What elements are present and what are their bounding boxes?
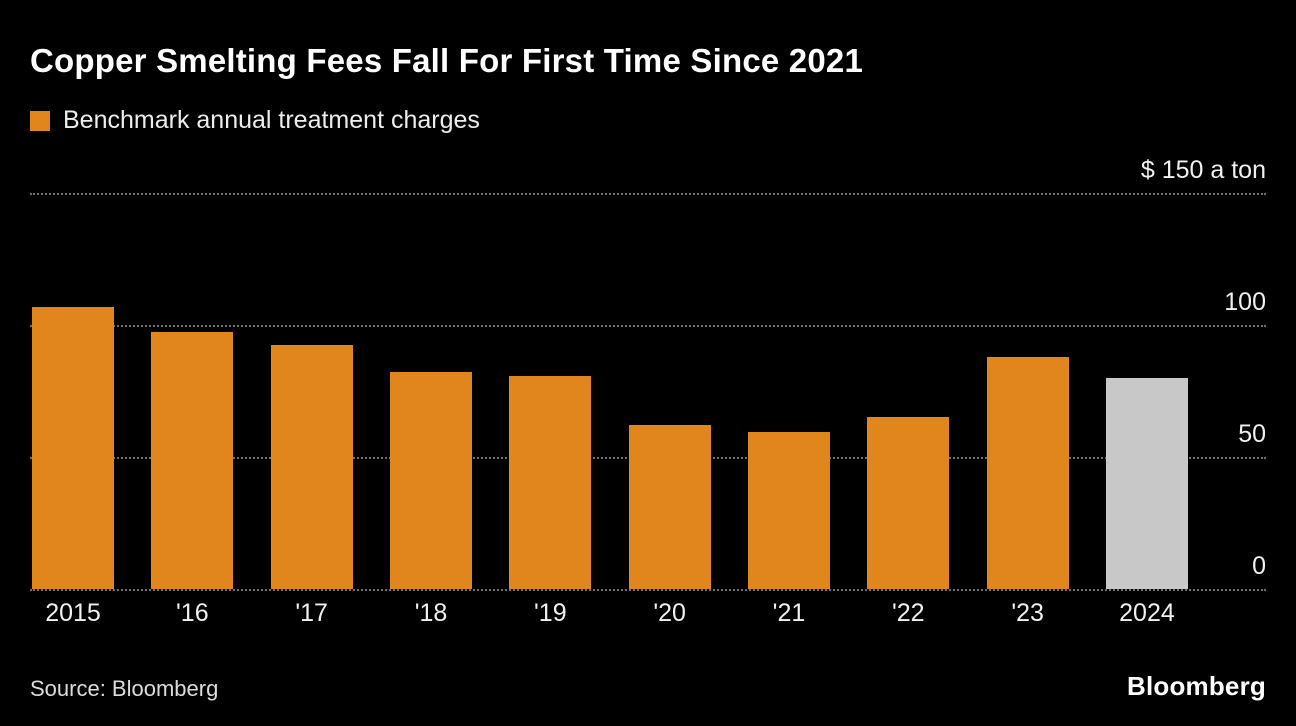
legend-swatch-icon <box>30 110 50 131</box>
x-tick-label-18: '18 <box>414 599 448 627</box>
bars-container <box>32 193 1188 589</box>
bar-21 <box>747 431 830 589</box>
source-note: Source: Bloomberg <box>30 676 219 701</box>
bar-2015 <box>32 306 114 589</box>
x-tick-label-2015: 2015 <box>45 599 101 627</box>
gridline-150 <box>30 193 1266 195</box>
bar-17 <box>270 344 353 589</box>
y-tick-label-50: 50 <box>1238 420 1266 449</box>
x-axis: 2015 '16 '17 '18 '19 '20 '21 '22 '23 2024 <box>32 599 1188 628</box>
footer: Source: Bloomberg Bloomberg <box>30 671 1266 702</box>
x-tick-label-17: '17 <box>295 599 328 627</box>
bar-23 <box>986 356 1069 589</box>
bar-19 <box>509 375 592 589</box>
x-tick-label-23: '23 <box>1011 599 1044 627</box>
x-tick-label-2024: 2024 <box>1119 599 1175 627</box>
bloomberg-logo: Bloomberg <box>1126 671 1266 701</box>
x-tick-label-20: '20 <box>653 599 686 627</box>
x-tick-label-22: '22 <box>892 599 925 627</box>
bar-16 <box>151 332 234 589</box>
x-tick-label-21: '21 <box>772 599 806 627</box>
y-tick-label-100: 100 <box>1224 288 1266 317</box>
bar-2024 <box>1105 377 1188 589</box>
legend-label: Benchmark annual treatment charges <box>63 106 480 134</box>
bar-20 <box>628 425 711 589</box>
plot-area: $ 150 a ton 100 50 0 <box>30 156 1266 591</box>
gridline-0 <box>30 589 1266 591</box>
legend: Benchmark annual treatment charges <box>30 106 1266 135</box>
y-tick-label-150: $ 150 a ton <box>1140 156 1266 184</box>
y-tick-label-0: 0 <box>1252 552 1266 580</box>
x-tick-label-19: '19 <box>534 599 567 627</box>
x-tick-label-16: '16 <box>176 599 209 627</box>
bar-18 <box>389 371 472 589</box>
chart-title: Copper Smelting Fees Fall For First Time… <box>30 42 864 79</box>
bar-22 <box>867 417 950 589</box>
gridline-100 <box>30 324 1266 327</box>
